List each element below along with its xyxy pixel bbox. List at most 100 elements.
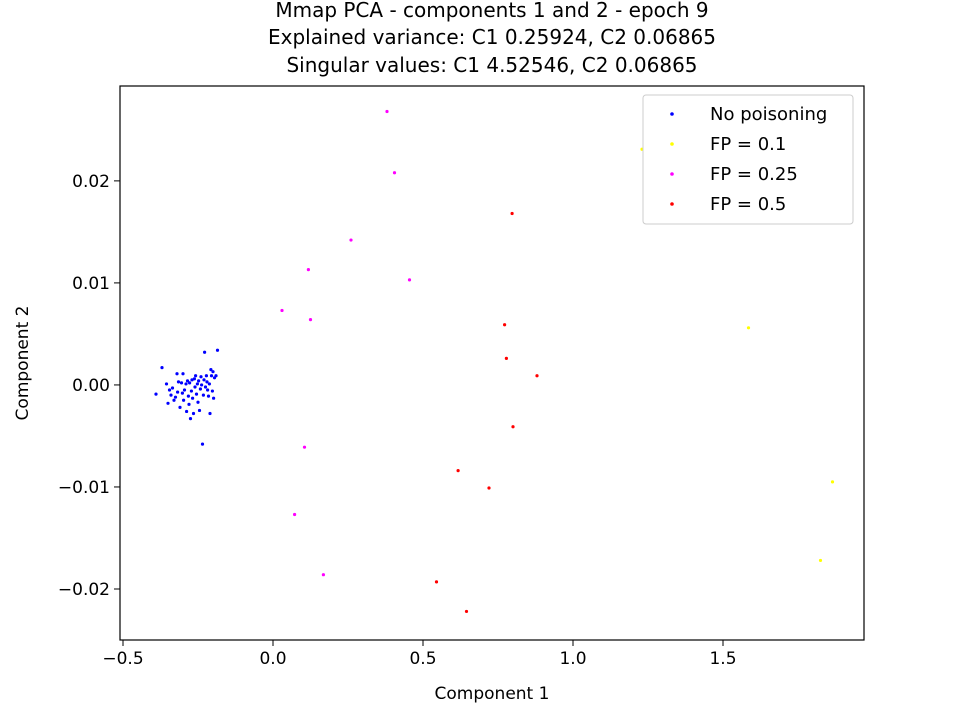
data-point — [191, 411, 196, 416]
data-point — [164, 382, 169, 386]
data-point — [302, 445, 307, 449]
data-point — [195, 382, 199, 386]
data-point — [504, 356, 508, 361]
data-point — [208, 411, 212, 416]
data-point — [211, 370, 215, 374]
data-point — [184, 382, 188, 386]
data-point — [210, 389, 214, 393]
y-tick-label: 0.00 — [72, 376, 110, 396]
y-axis-label: Component 2 — [13, 306, 33, 421]
y-tick-label: −0.02 — [58, 580, 110, 600]
data-point — [203, 350, 207, 354]
data-point — [464, 609, 469, 614]
data-point — [293, 512, 297, 517]
data-point — [188, 417, 193, 421]
data-point — [178, 405, 182, 409]
data-point — [185, 409, 189, 414]
x-tick-label: 0.0 — [259, 649, 286, 669]
data-point — [392, 171, 397, 175]
data-point — [170, 386, 175, 390]
legend-marker — [670, 112, 674, 116]
y-axis-ticks: −0.02 −0.01 0.00 0.01 0.02 — [58, 172, 120, 600]
data-point — [191, 396, 195, 400]
legend: No poisoning FP = 0.1 FP = 0.25 FP = 0.5 — [642, 94, 854, 225]
legend-label: FP = 0.1 — [710, 134, 786, 155]
data-point — [166, 401, 170, 405]
data-point — [205, 380, 209, 384]
plot-frame — [119, 85, 865, 641]
data-point — [321, 573, 325, 577]
data-point — [173, 395, 178, 399]
data-point — [181, 372, 185, 376]
title-line-3: Singular values: C1 4.52546, C2 0.06865 — [286, 53, 697, 77]
data-point — [199, 375, 203, 379]
data-points — [154, 109, 835, 614]
data-point — [180, 391, 184, 395]
data-point — [187, 402, 191, 406]
data-point — [280, 308, 284, 313]
data-point — [189, 389, 193, 393]
data-point — [186, 394, 190, 398]
data-point — [197, 408, 202, 413]
data-point — [385, 109, 389, 114]
data-point — [407, 278, 412, 282]
data-point — [160, 365, 164, 370]
legend-marker — [670, 142, 674, 146]
y-tick-label: 0.01 — [72, 274, 110, 294]
data-point — [456, 469, 460, 473]
data-point — [198, 387, 202, 391]
legend-label: FP = 0.25 — [710, 164, 798, 185]
data-point — [209, 374, 214, 378]
data-point — [349, 238, 353, 242]
chart-title: Mmap PCA - components 1 and 2 - epoch 9 … — [268, 0, 716, 77]
data-point — [194, 374, 198, 378]
data-point — [167, 388, 172, 392]
data-point — [308, 318, 313, 322]
data-point — [190, 378, 194, 382]
data-point — [212, 396, 216, 400]
data-point — [434, 580, 439, 584]
data-point — [169, 393, 173, 397]
data-point — [306, 268, 310, 272]
data-point — [510, 211, 514, 216]
legend-label: No poisoning — [710, 104, 827, 125]
title-line-2: Explained variance: C1 0.25924, C2 0.068… — [268, 25, 716, 49]
data-point — [503, 323, 507, 327]
data-point — [197, 379, 201, 383]
data-point — [746, 326, 751, 330]
y-tick-label: 0.02 — [72, 172, 110, 192]
data-point — [182, 388, 187, 392]
data-point — [179, 381, 184, 385]
data-point — [818, 558, 823, 563]
data-point — [202, 378, 206, 382]
data-point — [215, 348, 220, 352]
data-point — [200, 383, 204, 387]
data-point — [487, 486, 491, 490]
legend-label: FP = 0.5 — [710, 194, 786, 215]
data-point — [535, 374, 539, 378]
x-axis-ticks: −0.5 0.0 0.5 1.0 1.5 — [102, 640, 737, 669]
data-point — [206, 394, 211, 398]
data-point — [172, 398, 176, 402]
legend-marker — [670, 172, 674, 176]
data-point — [200, 442, 205, 446]
data-point — [196, 400, 200, 404]
legend-box — [642, 94, 854, 225]
data-point — [185, 379, 190, 383]
data-point — [154, 392, 158, 396]
x-tick-label: 1.5 — [709, 649, 736, 669]
data-point — [204, 374, 208, 378]
data-point — [194, 392, 199, 396]
data-point — [830, 480, 835, 484]
data-point — [209, 368, 213, 372]
legend-marker — [670, 202, 674, 206]
data-point — [182, 398, 186, 402]
data-point — [176, 390, 180, 394]
data-point — [206, 388, 210, 392]
data-point — [193, 385, 197, 389]
data-point — [188, 381, 192, 385]
x-axis-label: Component 1 — [435, 684, 550, 704]
title-line-1: Mmap PCA - components 1 and 2 - epoch 9 — [275, 0, 708, 22]
x-tick-label: 0.5 — [409, 649, 436, 669]
data-point — [203, 385, 208, 389]
